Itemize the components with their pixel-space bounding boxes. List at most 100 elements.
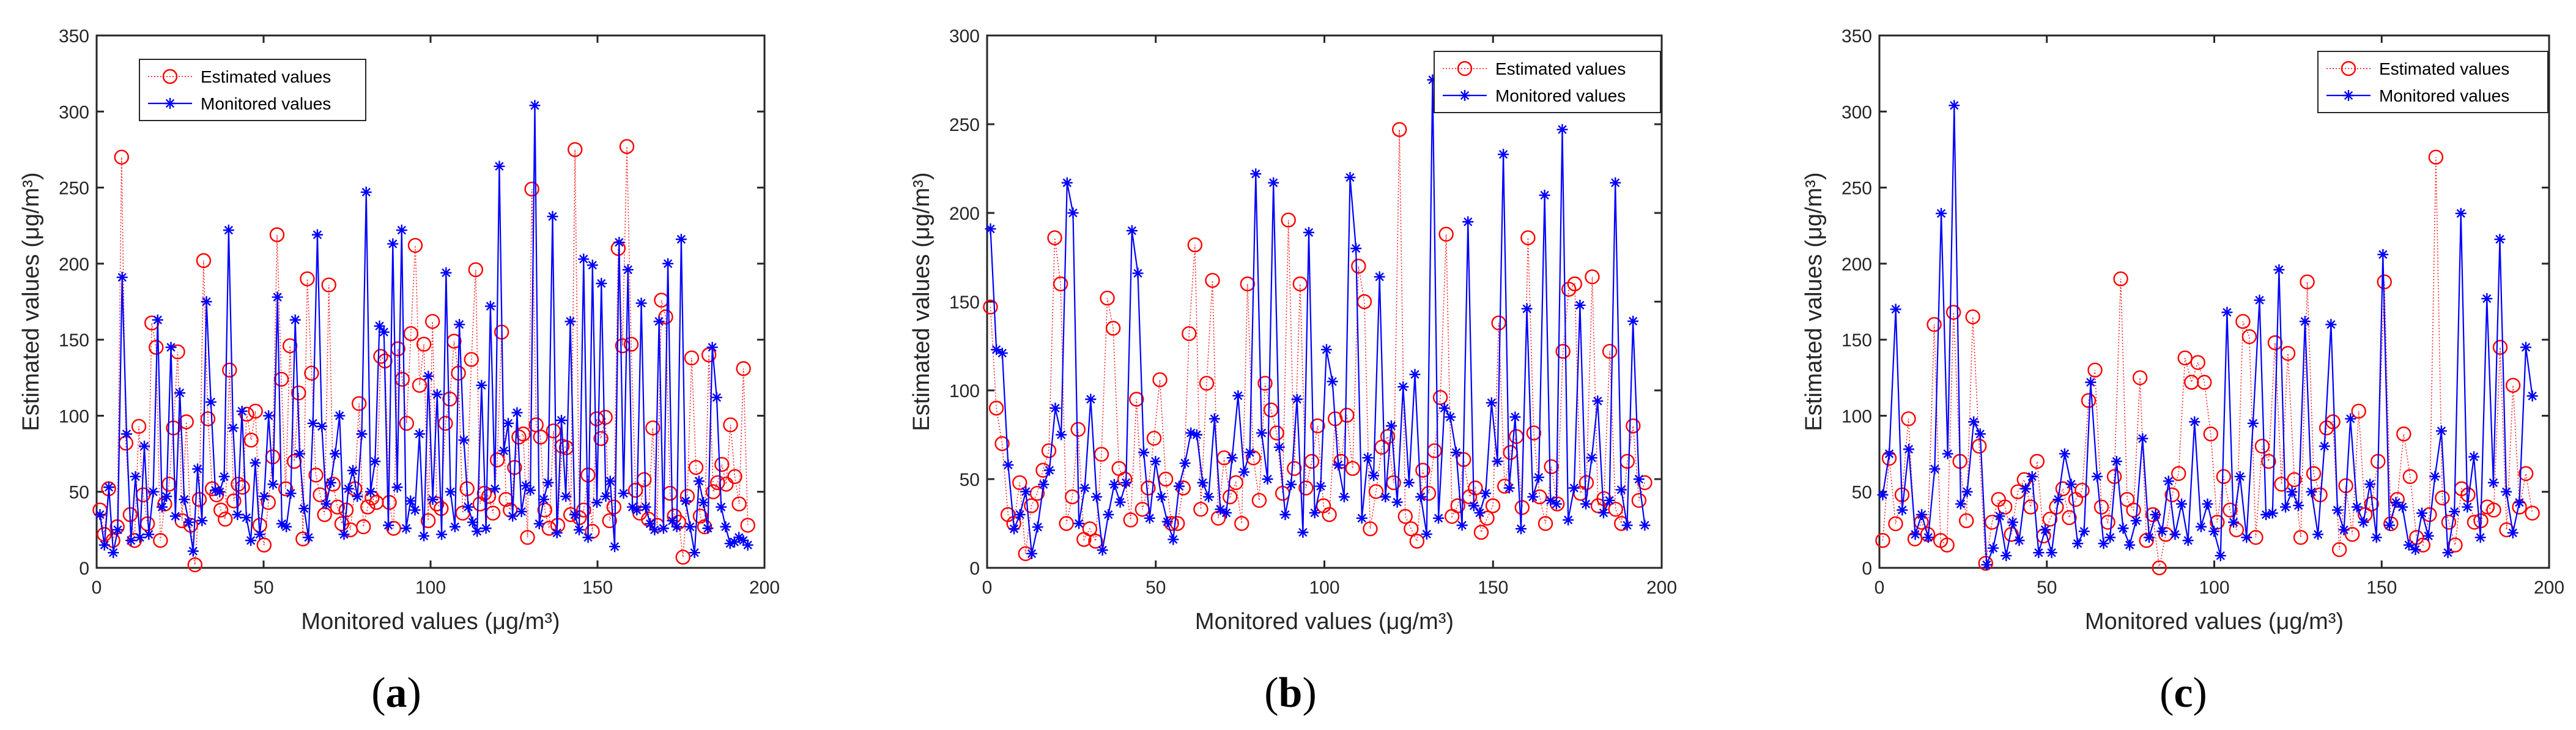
monitored-point: [1297, 527, 1309, 538]
monitored-point: [2312, 529, 2324, 540]
monitored-point: [342, 483, 354, 494]
estimated-point: [2152, 560, 2167, 576]
monitored-point: [2020, 483, 2032, 494]
y-tick-label: 250: [949, 115, 980, 135]
monitored-point: [600, 491, 612, 502]
monitored-point: [1268, 177, 1279, 188]
estimated-point: [412, 378, 427, 393]
monitored-point: [1168, 534, 1179, 545]
monitored-point: [2065, 479, 2077, 490]
monitored-point: [1049, 403, 1061, 414]
monitored-point: [1091, 491, 1103, 502]
monitored-point: [542, 477, 554, 488]
estimated-point: [269, 227, 285, 242]
estimated-point: [2287, 472, 2302, 488]
y-tick-label: 200: [949, 204, 980, 224]
monitored-point: [423, 370, 434, 382]
monitored-point: [716, 501, 727, 513]
monitored-point: [1085, 393, 1097, 405]
estimated-point: [1485, 498, 1501, 513]
monitored-point: [671, 521, 683, 532]
monitored-point: [1397, 381, 1409, 393]
monitored-point: [228, 422, 239, 434]
monitored-point: [1391, 496, 1403, 508]
estimated-point: [1281, 212, 1296, 228]
monitored-point: [192, 463, 204, 475]
monitored-point: [1597, 507, 1609, 519]
estimated-point: [637, 472, 652, 488]
monitored-point: [2254, 294, 2265, 306]
estimated-point: [330, 499, 346, 515]
estimated-point: [1205, 273, 1220, 288]
estimated-point: [1526, 425, 1542, 441]
monitored-point: [1639, 520, 1651, 531]
monitored-point: [1138, 447, 1150, 458]
monitored-point: [139, 441, 150, 452]
estimated-point: [546, 423, 561, 439]
monitored-point: [307, 417, 319, 429]
y-tick-label: 100: [1841, 406, 1872, 426]
monitored-point: [401, 523, 412, 534]
monitored-point: [1884, 448, 1895, 460]
estimated-point: [2486, 502, 2501, 518]
monitored-point: [2169, 529, 2181, 540]
panel-label-letter: a: [386, 669, 407, 717]
monitored-point: [1103, 509, 1114, 520]
estimated-point: [2402, 469, 2418, 485]
legend: Estimated values Monitored values: [2317, 51, 2548, 113]
monitored-point: [1450, 447, 1462, 458]
monitored-point: [2526, 390, 2538, 402]
estimated-point: [1972, 438, 1987, 454]
monitored-point: [667, 515, 678, 526]
estimated-point: [1269, 425, 1284, 441]
monitored-point: [1521, 303, 1533, 315]
monitored-point: [1961, 486, 1973, 497]
monitored-point: [645, 518, 656, 529]
x-tick-label: 100: [2199, 578, 2229, 598]
estimated-point: [325, 477, 341, 492]
monitored-point: [551, 527, 563, 538]
estimated-point: [710, 475, 725, 490]
monitored-point: [1922, 532, 1934, 543]
estimated-point: [541, 521, 557, 536]
monitored-point: [1291, 393, 1303, 405]
monitored-point: [409, 504, 421, 516]
monitored-point: [161, 491, 172, 502]
estimated-point: [1246, 450, 1261, 466]
estimated-point: [1926, 317, 1942, 332]
monitored-point: [1338, 491, 1350, 502]
monitored-point: [2189, 416, 2200, 428]
monitored-point: [1539, 190, 1550, 201]
estimated-point: [576, 502, 591, 518]
monitored-point: [1097, 545, 1108, 556]
estimated-point: [2139, 533, 2154, 548]
monitored-point: [152, 314, 163, 326]
estimated-point: [213, 502, 229, 518]
estimated-point: [1965, 309, 1980, 325]
monitored-point: [520, 480, 531, 491]
estimated-point: [226, 493, 242, 508]
monitored-point: [289, 314, 301, 326]
estimated-point: [464, 352, 479, 367]
monitored-point: [2033, 547, 2045, 559]
monitored-point: [143, 529, 155, 540]
monitored-point: [587, 259, 598, 271]
monitored-point: [649, 524, 661, 535]
monitored-point: [1215, 504, 1226, 515]
x-tick-label: 0: [982, 578, 993, 598]
monitored-point: [2286, 486, 2298, 497]
monitored-point: [507, 510, 519, 522]
monitored-point: [1020, 486, 1032, 497]
monitored-point: [1120, 477, 1132, 488]
estimated-point: [489, 452, 505, 467]
estimated-point: [273, 371, 289, 387]
monitored-point: [1909, 529, 1921, 540]
monitored-point: [604, 475, 616, 487]
estimated-point: [1257, 376, 1273, 391]
estimated-point: [1939, 537, 1955, 553]
monitored-point: [205, 397, 217, 408]
estimated-point: [243, 433, 259, 448]
monitored-point: [1232, 390, 1244, 401]
x-axis-title: Monitored values (μg/m³): [2085, 609, 2344, 635]
monitored-point: [1309, 507, 1320, 519]
